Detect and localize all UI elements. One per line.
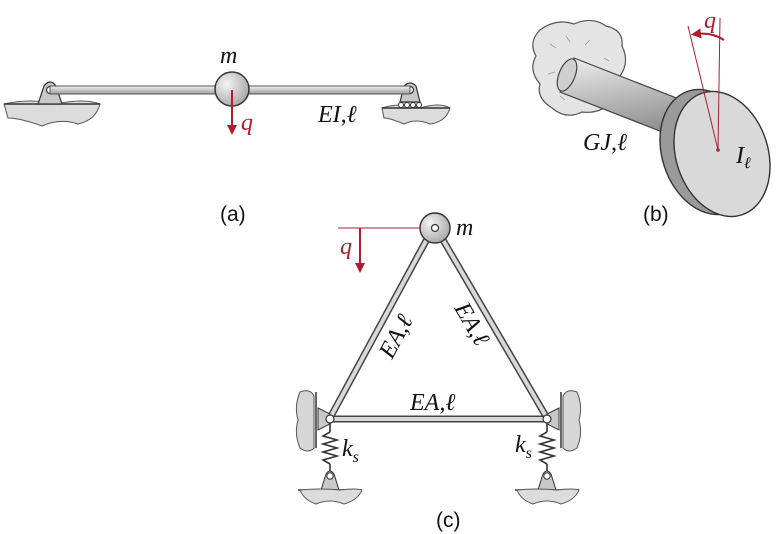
beam-label: EI,ℓ	[317, 102, 357, 128]
caption-a: (a)	[220, 203, 246, 226]
right-wall-bracket	[542, 390, 582, 452]
disk-center	[716, 148, 720, 152]
dof-label: q	[241, 110, 253, 136]
dof-label: q	[340, 234, 352, 260]
bottom-bar-label: EA,ℓ	[409, 390, 455, 416]
panel-b: q GJ,ℓ Iℓ (b)	[532, 8, 771, 226]
caption-c: (c)	[436, 509, 461, 532]
disk-face	[673, 90, 771, 218]
spring-left	[320, 423, 340, 472]
reference-line	[687, 25, 719, 151]
rotation-arrow	[691, 28, 725, 41]
dof-label: q	[704, 8, 716, 34]
panel-c: q m	[295, 212, 582, 532]
spring-right	[537, 423, 557, 472]
spring-right-label: ks	[515, 432, 532, 462]
shaft-label: GJ,ℓ	[583, 130, 627, 156]
right-bar-label: EA,ℓ	[448, 297, 494, 350]
left-wall-bracket	[295, 390, 335, 452]
ground-support-left	[298, 470, 363, 505]
ground-support-right	[515, 470, 580, 505]
mass-label: m	[220, 43, 237, 69]
pin	[430, 223, 440, 233]
panel-a: m q EI,ℓ (a)	[3, 43, 451, 226]
spring-left-label: ks	[342, 436, 359, 466]
caption-b: (b)	[643, 203, 669, 226]
rotated-line	[717, 17, 721, 151]
inertia-label: Iℓ	[735, 143, 751, 172]
mass-label: m	[456, 215, 473, 241]
truss-bars	[326, 224, 551, 423]
